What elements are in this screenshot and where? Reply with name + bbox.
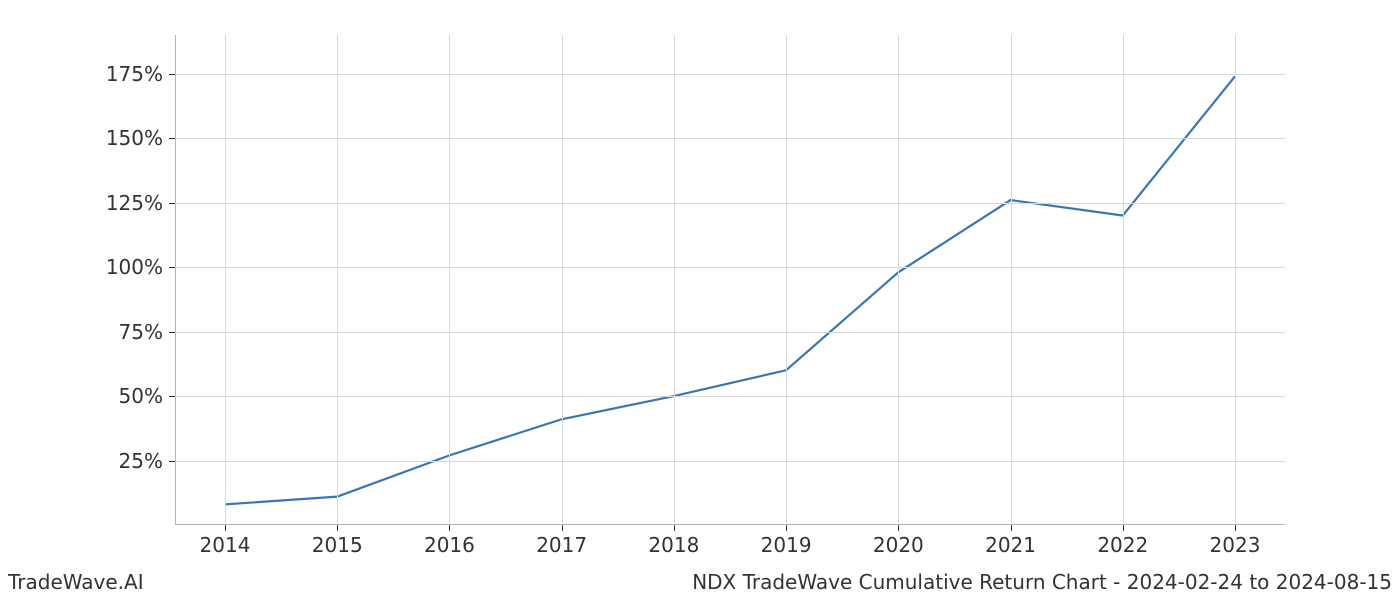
y-tick-label: 50% <box>0 384 163 408</box>
grid-line-vertical <box>786 35 787 525</box>
x-tick-mark <box>786 525 787 531</box>
grid-line-vertical <box>1235 35 1236 525</box>
x-tick-mark <box>337 525 338 531</box>
grid-line-horizontal <box>175 396 1285 397</box>
y-tick-mark <box>169 74 175 75</box>
x-tick-label: 2020 <box>873 533 924 557</box>
x-tick-mark <box>562 525 563 531</box>
grid-line-horizontal <box>175 267 1285 268</box>
y-tick-label: 75% <box>0 320 163 344</box>
chart-plot-area <box>175 35 1285 525</box>
y-tick-label: 25% <box>0 449 163 473</box>
x-tick-mark <box>225 525 226 531</box>
grid-line-vertical <box>225 35 226 525</box>
footer-brand: TradeWave.AI <box>8 570 144 594</box>
y-tick-label: 100% <box>0 255 163 279</box>
y-tick-label: 125% <box>0 191 163 215</box>
line-series <box>175 35 1285 525</box>
grid-line-horizontal <box>175 461 1285 462</box>
y-tick-mark <box>169 396 175 397</box>
x-tick-mark <box>674 525 675 531</box>
y-tick-label: 175% <box>0 62 163 86</box>
footer-caption: NDX TradeWave Cumulative Return Chart - … <box>692 570 1392 594</box>
grid-line-vertical <box>449 35 450 525</box>
y-tick-mark <box>169 332 175 333</box>
grid-line-horizontal <box>175 332 1285 333</box>
grid-line-vertical <box>1123 35 1124 525</box>
y-tick-mark <box>169 203 175 204</box>
grid-line-vertical <box>1011 35 1012 525</box>
grid-line-vertical <box>674 35 675 525</box>
x-tick-label: 2015 <box>312 533 363 557</box>
x-tick-label: 2023 <box>1210 533 1261 557</box>
grid-line-horizontal <box>175 74 1285 75</box>
grid-line-vertical <box>898 35 899 525</box>
x-tick-label: 2022 <box>1097 533 1148 557</box>
x-tick-label: 2014 <box>200 533 251 557</box>
y-tick-mark <box>169 138 175 139</box>
x-tick-label: 2021 <box>985 533 1036 557</box>
x-tick-label: 2019 <box>761 533 812 557</box>
x-tick-mark <box>449 525 450 531</box>
grid-line-vertical <box>337 35 338 525</box>
x-tick-label: 2016 <box>424 533 475 557</box>
x-tick-mark <box>1123 525 1124 531</box>
grid-line-horizontal <box>175 138 1285 139</box>
x-tick-label: 2017 <box>536 533 587 557</box>
grid-line-vertical <box>562 35 563 525</box>
x-tick-mark <box>1235 525 1236 531</box>
y-tick-label: 150% <box>0 126 163 150</box>
x-tick-label: 2018 <box>648 533 699 557</box>
y-tick-mark <box>169 461 175 462</box>
x-tick-mark <box>1011 525 1012 531</box>
grid-line-horizontal <box>175 203 1285 204</box>
x-tick-mark <box>898 525 899 531</box>
y-tick-mark <box>169 267 175 268</box>
